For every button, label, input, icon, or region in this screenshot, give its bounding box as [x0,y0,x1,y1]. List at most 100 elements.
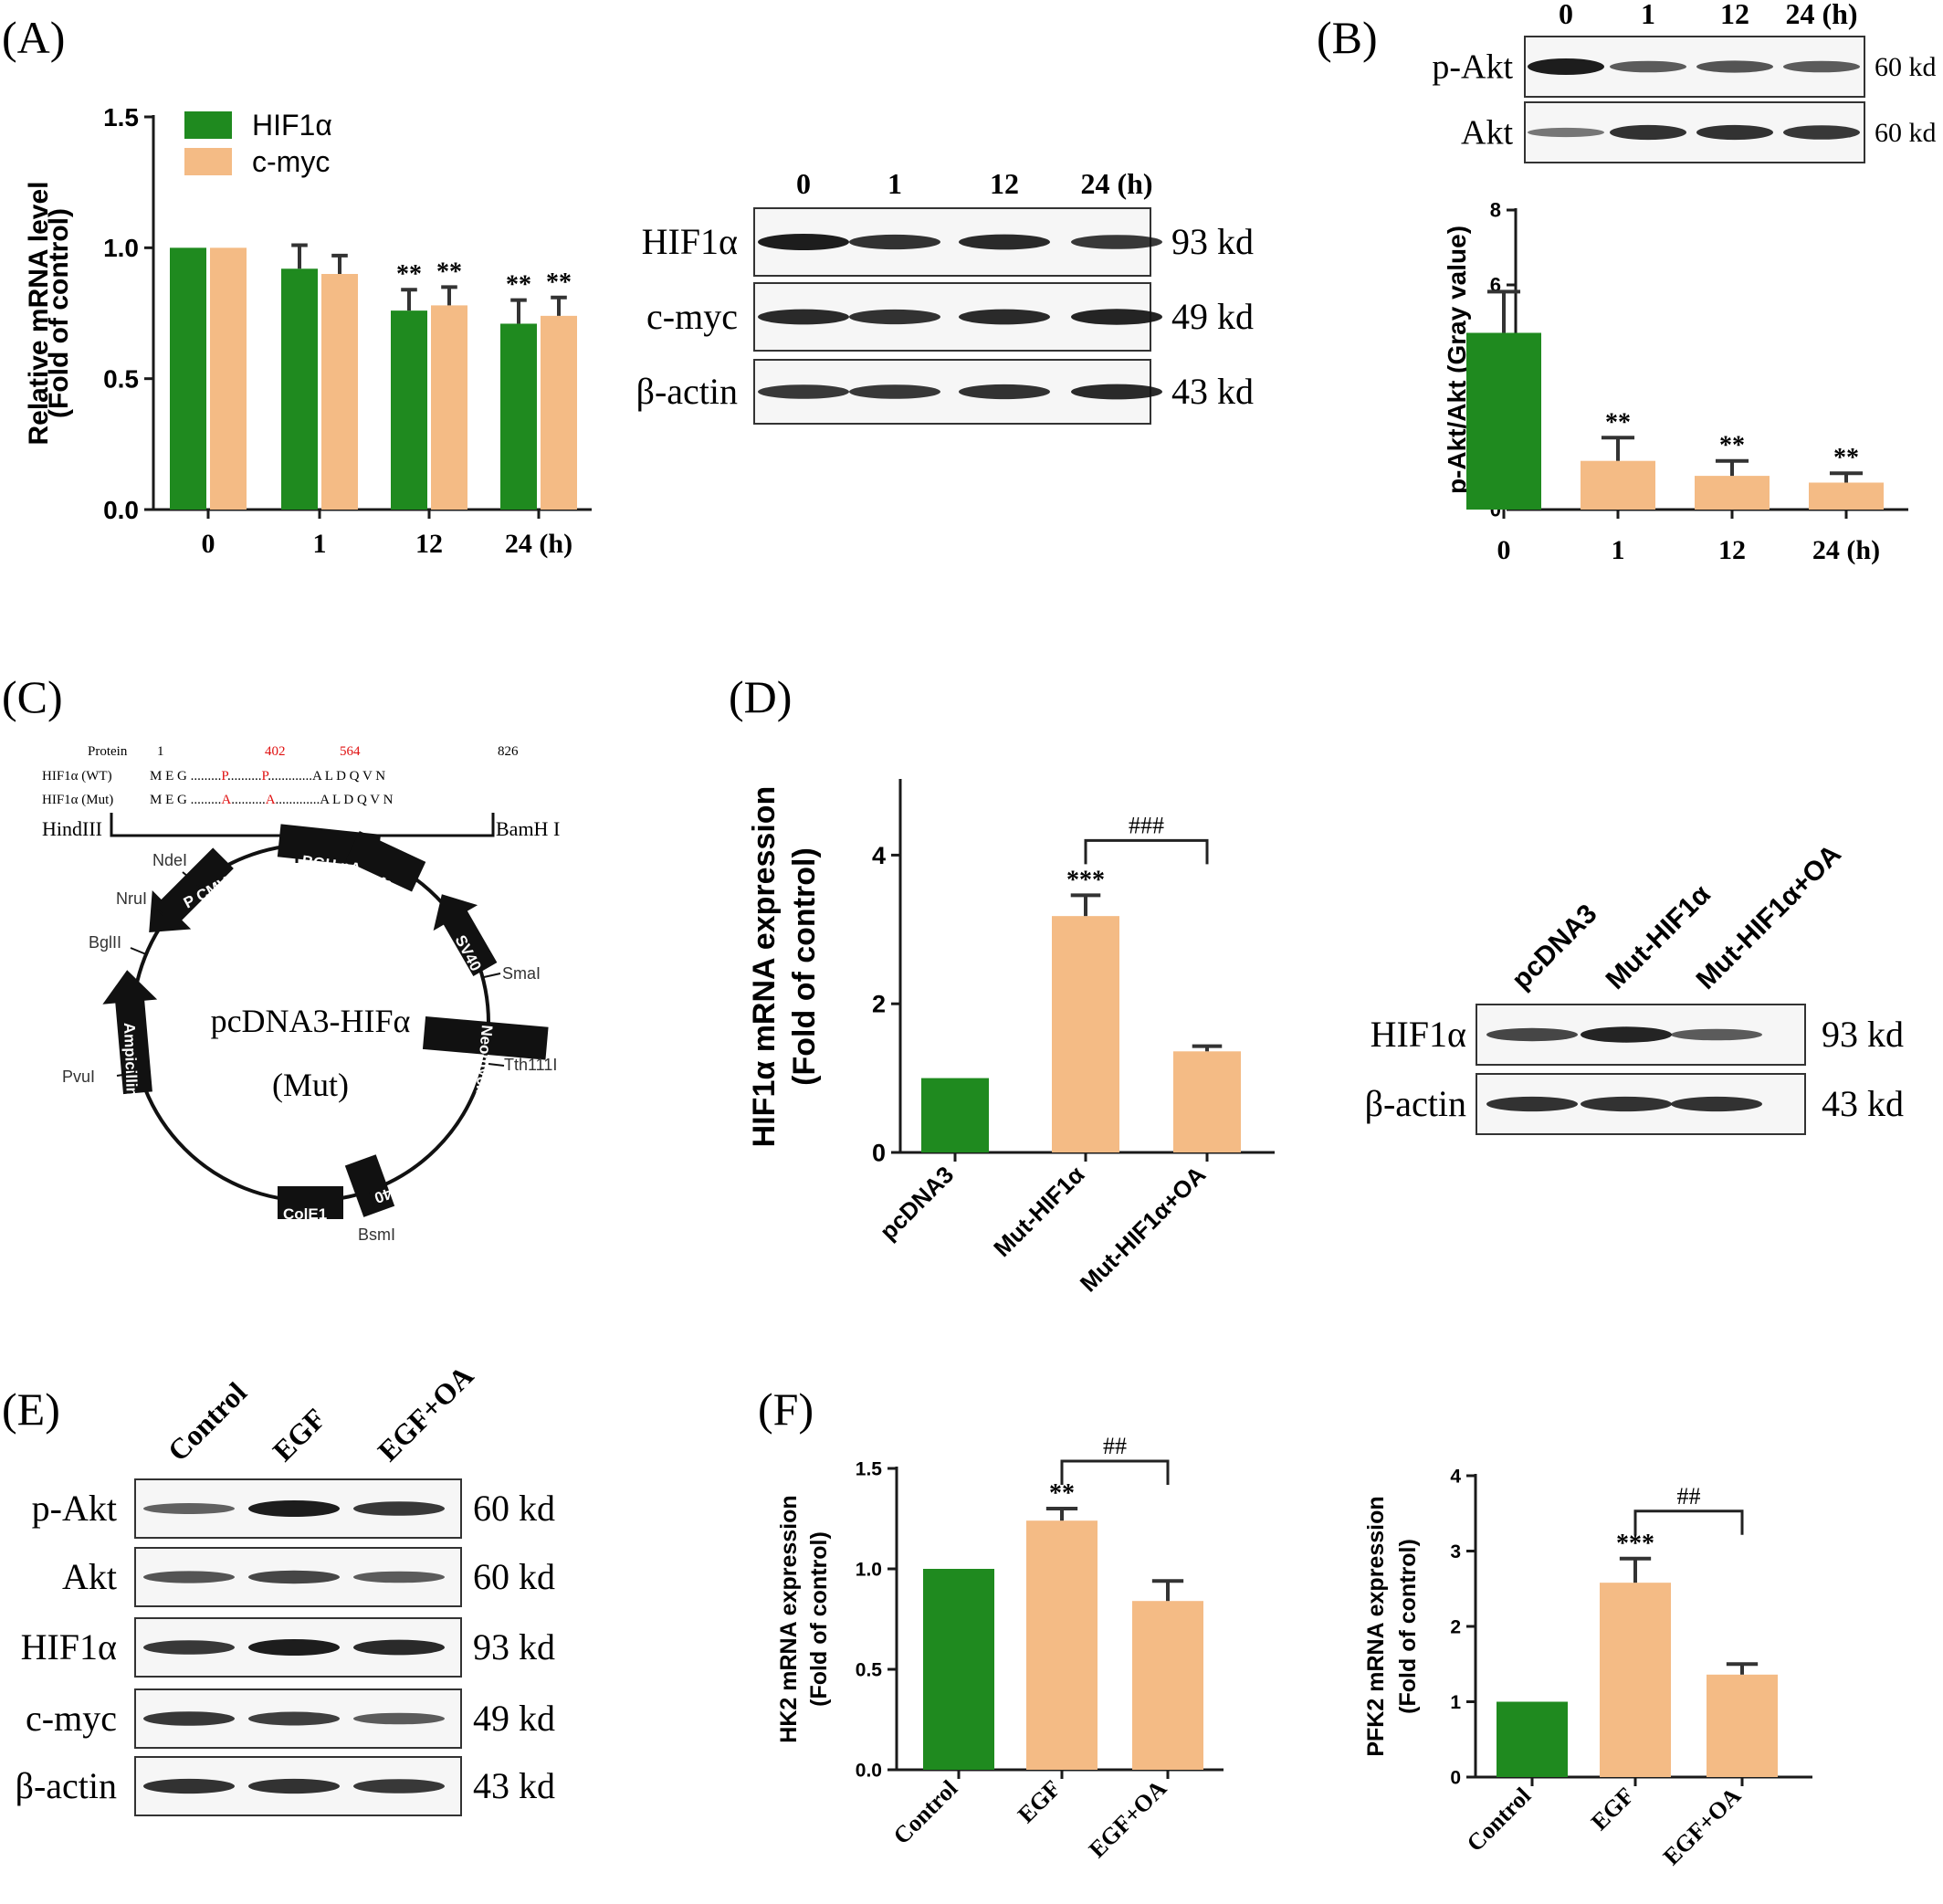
chart-f1: 0.0 0.5 1.0 1.5 HK2 mRNA expression (Fold of … [776,1433,1224,1863]
y-tick-label: 3 [1450,1541,1461,1562]
blot-band [353,1571,445,1583]
blot-band [1528,58,1604,75]
blot-lane-label: 1 [887,167,902,200]
x-tick-label: 12 [415,529,443,559]
blot-size-label: 43 kd [473,1765,555,1806]
chart-a: 0.0 0.5 1.0 1.5 Relative mRNA level(Fold of … [24,103,592,559]
bar [541,315,577,510]
blot-band [143,1571,235,1583]
y-tick-label: 0.0 [103,496,139,524]
bar [210,247,247,510]
blot-size-label: 60 kd [473,1488,555,1529]
y-axis-label: (Fold of control) [806,1531,832,1707]
blot-row-label: p-Akt [32,1488,117,1529]
blot-lane-label: Mut-HIF1α+OA [1691,839,1847,995]
blot-size-label: 49 kd [1171,296,1254,337]
position-826: 826 [498,744,519,759]
bar [1707,1674,1778,1777]
blot-band [959,234,1050,250]
y-tick-label: 1 [1450,1692,1461,1713]
plasmid-title: pcDNA3-HIFα [211,1003,411,1039]
significance-bracket [1084,838,1209,865]
blot-row-label: β-actin [1365,1083,1466,1124]
feature-cole1: ColE1 [283,1205,327,1223]
blot-e: Control EGF EGF+OA p-Akt 60 kd Akt 60 kd HIF1α 9… [16,1359,555,1816]
blot-band [143,1503,235,1514]
blot-row-label: β-actin [636,371,738,412]
wt-sequence-label: HIF1α (WT) [42,769,112,784]
blot-band [959,309,1050,325]
blot-band [1071,235,1162,249]
blot-lane-label: 12 [990,167,1019,200]
blot-size-label: 43 kd [1822,1083,1904,1124]
blot-band [758,234,849,250]
y-axis-label: (Fold of control) [787,847,822,1086]
blot-lane-label: Control [161,1375,253,1467]
blot-row-label: HIF1α [642,221,738,262]
chart-d: 0 2 4 HIF1α mRNA expression (Fold of control… [747,779,1275,1297]
blot-row-label: HIF1α [1371,1014,1466,1055]
y-axis-label: HK2 mRNA expression [776,1495,802,1742]
site-pvui: PvuI [62,1068,95,1086]
significance-label: ** [1833,444,1859,472]
plasmid-features [102,824,549,1219]
blot-band [1671,1096,1762,1112]
y-tick-label: 1.5 [856,1458,883,1479]
protein-label: Protein [88,744,128,759]
blot-lane-label: 0 [1559,0,1573,30]
bamhi-site-label: BamH I [496,817,560,840]
y-tick-label: 1.0 [103,234,139,262]
bar [500,323,537,510]
bar [1132,1601,1203,1770]
x-tick-label: 1 [313,529,327,559]
bar [1497,1701,1568,1777]
blot-band [758,309,849,325]
bar [1600,1583,1671,1777]
bar [921,1078,989,1152]
blot-row-label: p-Akt [1432,48,1513,87]
x-tick-label: Control [1462,1783,1536,1857]
panel-label-f: (F) [758,1383,814,1435]
y-tick-label: 0.5 [103,364,139,393]
y-tick-label: 0 [872,1139,886,1166]
blot-band [248,1778,340,1794]
bar [1052,916,1119,1152]
blot-b: 0 1 12 24 (h) p-Akt 60 kd Akt 60 kd [1432,0,1937,163]
x-tick-label: EGF+OA [1084,1775,1172,1864]
blot-band [849,234,940,250]
blot-band [143,1778,235,1794]
blot-band [143,1640,235,1655]
blot-size-label: 43 kd [1171,371,1254,412]
mut-sequence-label: HIF1α (Mut) [42,793,113,807]
x-tick-label: EGF [1013,1775,1066,1828]
blot-band [1071,309,1162,325]
significance-label: *** [1066,866,1105,894]
blot-size-label: 93 kd [1171,221,1254,262]
blot-band [1528,127,1604,138]
x-tick-label: pcDNA3 [875,1161,960,1246]
blot-lane-label: pcDNA3 [1507,899,1603,995]
significance-label: ** [396,260,422,289]
bar [923,1569,994,1770]
bar [1466,332,1541,510]
significance-label: ** [436,258,462,286]
blot-lane-label: EGF [266,1402,331,1467]
y-tick-label: 2 [872,991,886,1018]
y-tick-label: 4 [872,842,886,869]
blot-lane-label: 0 [796,167,811,200]
blot-band [1581,1096,1672,1112]
blot-band [1783,60,1860,73]
blot-lane-label: EGF+OA [371,1359,479,1467]
y-tick-label: 1.0 [856,1559,882,1580]
blot-band [1486,1027,1578,1042]
bracket-label: ## [1103,1433,1127,1459]
site-tth111i: Tth111I [504,1056,557,1074]
panel-label-b: (B) [1317,12,1378,63]
bar [391,310,427,510]
x-tick-label: 1 [1612,535,1625,565]
blot-band [849,384,940,399]
significance-bracket [1060,1459,1170,1485]
y-axis-label: p-Akt/Akt (Gray value) [1443,226,1471,494]
